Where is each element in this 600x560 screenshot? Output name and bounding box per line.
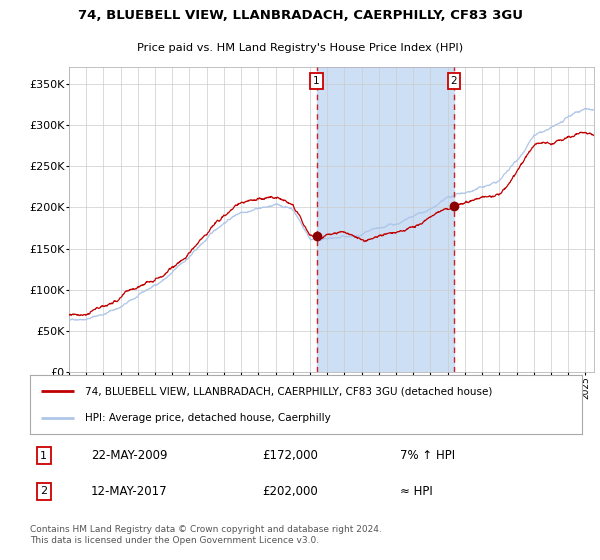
Text: 22-MAY-2009: 22-MAY-2009 [91,449,167,463]
Text: £202,000: £202,000 [262,485,317,498]
Text: £172,000: £172,000 [262,449,318,463]
Text: 7% ↑ HPI: 7% ↑ HPI [400,449,455,463]
Text: 12-MAY-2017: 12-MAY-2017 [91,485,167,498]
Text: 2: 2 [451,76,457,86]
Text: 74, BLUEBELL VIEW, LLANBRADACH, CAERPHILLY, CF83 3GU (detached house): 74, BLUEBELL VIEW, LLANBRADACH, CAERPHIL… [85,386,493,396]
Bar [317,67,454,372]
Text: 1: 1 [313,76,320,86]
Text: 2: 2 [40,487,47,497]
Text: 74, BLUEBELL VIEW, LLANBRADACH, CAERPHILLY, CF83 3GU: 74, BLUEBELL VIEW, LLANBRADACH, CAERPHIL… [77,10,523,22]
Text: 1: 1 [40,451,47,461]
Text: ≈ HPI: ≈ HPI [400,485,433,498]
Text: Price paid vs. HM Land Registry's House Price Index (HPI): Price paid vs. HM Land Registry's House … [137,43,463,53]
Text: HPI: Average price, detached house, Caerphilly: HPI: Average price, detached house, Caer… [85,413,331,423]
Text: Contains HM Land Registry data © Crown copyright and database right 2024.
This d: Contains HM Land Registry data © Crown c… [30,525,382,545]
